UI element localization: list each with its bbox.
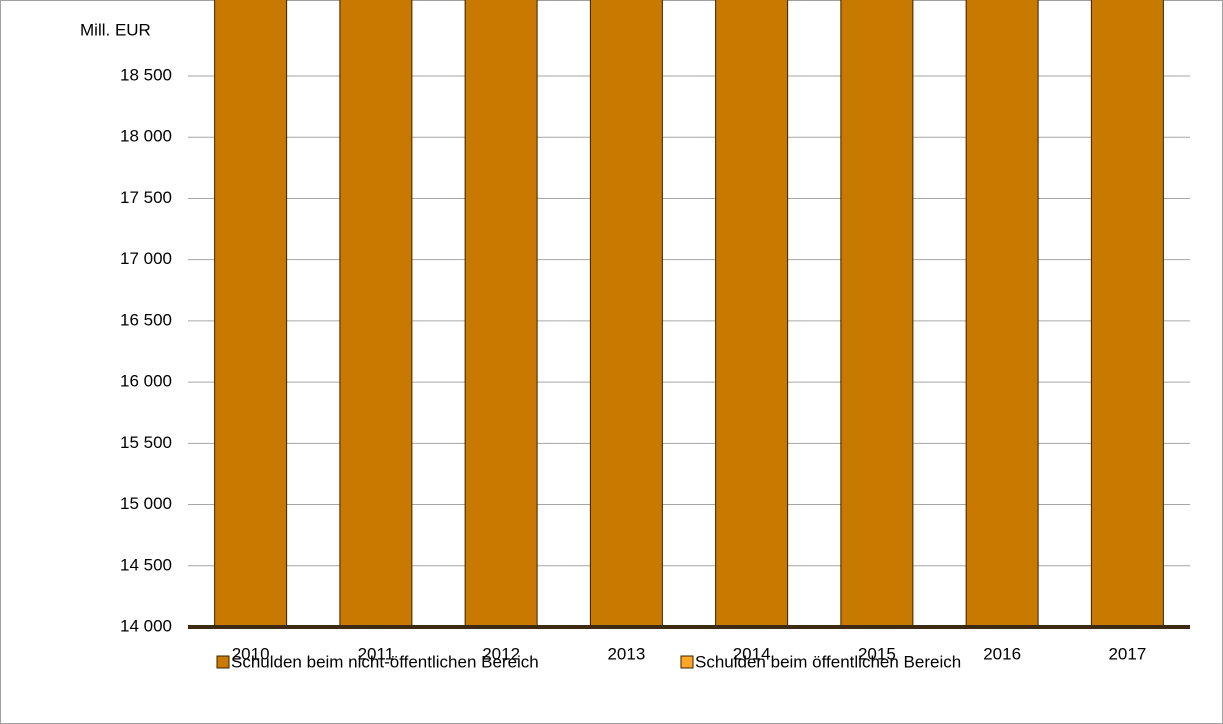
y-tick-label: 17 000 <box>120 249 172 268</box>
x-tick-label: 2017 <box>1108 644 1146 663</box>
bar-segment <box>1090 0 1164 628</box>
x-tick-label: 2011 <box>358 644 395 663</box>
y-tick-label: 15 500 <box>120 433 172 452</box>
y-tick-label: 18 000 <box>120 127 172 146</box>
bar-segment <box>840 0 914 628</box>
y-axis-label: Mill. EUR <box>80 20 151 39</box>
bar-segment <box>214 0 288 628</box>
y-tick-label: 16 000 <box>120 372 172 391</box>
bar-segment <box>715 0 789 628</box>
y-tick-label: 18 500 <box>120 65 172 84</box>
legend-swatch <box>680 655 694 669</box>
bar-segment <box>339 0 413 628</box>
y-tick-label: 17 500 <box>120 188 172 207</box>
x-tick-label: 2013 <box>607 644 645 663</box>
y-tick-label: 15 000 <box>120 494 172 513</box>
legend-label: Schulden beim öffentlichen Bereich <box>695 652 961 671</box>
y-tick-label: 14 500 <box>120 555 172 574</box>
bar-segment <box>464 0 538 628</box>
x-tick-label: 2010 <box>232 644 270 663</box>
x-tick-label: 2016 <box>983 644 1021 663</box>
x-tick-label: 2014 <box>733 644 771 663</box>
legend-swatch <box>216 655 230 669</box>
y-tick-label: 16 500 <box>120 310 172 329</box>
bar-segment <box>965 0 1039 628</box>
x-tick-label: 2015 <box>858 644 896 663</box>
y-tick-label: 14 000 <box>120 616 172 635</box>
bar-segment <box>589 0 663 628</box>
x-tick-label: 2012 <box>482 644 520 663</box>
legend-label: Schulden beim nicht-öffentlichen Bereich <box>231 652 539 671</box>
